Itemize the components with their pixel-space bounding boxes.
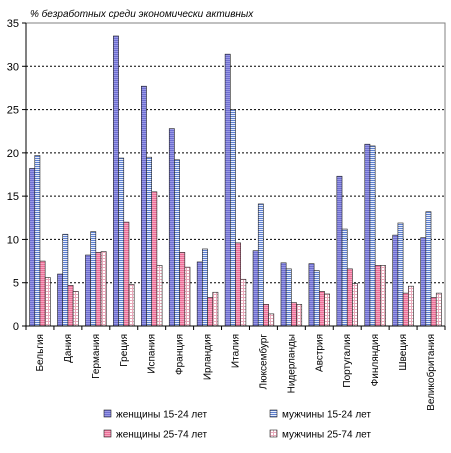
bar-мужчины-25-74-лет-португалия	[352, 283, 358, 327]
legend-label-мужчины-25-74-лет: мужчины 25-74 лет	[282, 430, 371, 441]
x-tick-label: Нидерланды	[286, 334, 297, 393]
bar-женщины-25-74-лет-финляндия	[374, 265, 381, 327]
x-tick-label: Ирландия	[203, 334, 214, 380]
bar-мужчины-25-74-лет-швеция	[407, 285, 414, 327]
y-tick-label: 10	[7, 234, 19, 246]
bar-мужчины-25-74-лет-люксембург	[268, 313, 275, 327]
bar-женщины-25-74-лет-великобритания	[430, 297, 437, 327]
bar-мужчины-25-74-лет-австрия	[324, 293, 330, 327]
bar-мужчины-15-24-лет-нидерланды	[285, 268, 292, 327]
legend-swatch-мужчины-25-74-лет	[269, 429, 278, 438]
bar-мужчины-25-74-лет-великобритания	[435, 292, 442, 327]
bar-мужчины-25-74-лет-франция	[184, 266, 191, 327]
bar-женщины-15-24-лет-финляндия	[364, 143, 371, 327]
legend-swatch-мужчины-15-24-лет	[269, 409, 278, 418]
x-tick-label: Франция	[175, 334, 186, 375]
bar-женщины-25-74-лет-бельгия	[39, 260, 46, 327]
bar-мужчины-25-74-лет-греция	[128, 284, 135, 327]
bar-женщины-25-74-лет-италия	[235, 242, 241, 327]
bar-женщины-15-24-лет-ирландия	[196, 261, 203, 327]
bar-женщины-15-24-лет-швеция	[392, 234, 399, 327]
bar-женщины-15-24-лет-бельгия	[29, 168, 36, 327]
bar-мужчины-25-74-лет-бельгия	[44, 277, 51, 327]
bar-женщины-25-74-лет-ирландия	[207, 297, 214, 327]
bar-женщины-15-24-лет-греция	[113, 35, 119, 327]
bar-женщины-25-74-лет-португалия	[346, 268, 353, 327]
legend-swatch-женщины-25-74-лет	[103, 429, 112, 438]
bar-женщины-15-24-лет-португалия	[336, 175, 343, 327]
bar-мужчины-15-24-лет-швеция	[397, 222, 404, 327]
bar-мужчины-25-74-лет-испания	[156, 265, 163, 327]
bar-женщины-25-74-лет-нидерланды	[291, 302, 297, 327]
bar-женщины-25-74-лет-греция	[123, 221, 130, 327]
y-tick-label: 35	[7, 18, 19, 30]
x-tick-label: Греция	[119, 334, 130, 367]
bar-женщины-15-24-лет-австрия	[308, 263, 315, 327]
bar-женщины-25-74-лет-люксембург	[263, 304, 269, 327]
bar-мужчины-15-24-лет-люксембург	[257, 203, 264, 327]
y-tick-label: 30	[7, 61, 19, 73]
legend-label-женщины-15-24-лет: женщины 15-24 лет	[116, 410, 207, 421]
x-tick-label: Португалия	[342, 334, 353, 388]
bar-женщины-25-74-лет-германия	[95, 252, 102, 327]
bar-мужчины-15-24-лет-великобритания	[425, 211, 432, 327]
legend-swatch-женщины-15-24-лет	[103, 409, 112, 418]
bar-мужчины-15-24-лет-бельгия	[34, 155, 41, 327]
bar-мужчины-15-24-лет-испания	[146, 156, 152, 327]
bar-женщины-15-24-лет-великобритания	[420, 237, 427, 327]
bar-женщины-15-24-лет-дания	[57, 273, 63, 327]
bar-мужчины-15-24-лет-греция	[118, 157, 125, 327]
y-tick-label: 15	[7, 191, 19, 203]
x-tick-label: Италия	[231, 334, 242, 368]
bar-мужчины-25-74-лет-финляндия	[380, 265, 386, 327]
bar-мужчины-15-24-лет-италия	[230, 109, 236, 327]
bar-мужчины-25-74-лет-германия	[100, 251, 107, 327]
y-tick-label: 20	[7, 148, 19, 160]
bar-женщины-15-24-лет-франция	[168, 128, 175, 327]
bar-мужчины-15-24-лет-финляндия	[369, 145, 376, 327]
legend-label-женщины-25-74-лет: женщины 25-74 лет	[116, 430, 207, 441]
bar-женщины-25-74-лет-франция	[179, 252, 186, 327]
bar-мужчины-25-74-лет-дания	[72, 291, 79, 327]
bar-мужчины-15-24-лет-австрия	[313, 270, 320, 327]
x-tick-label: Бельгия	[35, 334, 46, 372]
bar-мужчины-25-74-лет-ирландия	[212, 291, 219, 327]
bar-женщины-15-24-лет-италия	[224, 53, 231, 327]
bar-женщины-15-24-лет-германия	[85, 254, 91, 327]
bar-мужчины-15-24-лет-дания	[62, 233, 69, 327]
bar-мужчины-25-74-лет-италия	[240, 278, 247, 327]
x-tick-label: Финляндия	[370, 334, 381, 386]
bar-женщины-25-74-лет-австрия	[318, 291, 325, 327]
label-layer: 0 5 10 15 20 25 30 35 Бельгия Дания Германия Греция…	[7, 18, 437, 411]
bar-женщины-25-74-лет-дания	[67, 285, 74, 327]
y-tick-label: 0	[13, 321, 19, 333]
x-tick-label: Австрия	[314, 334, 325, 372]
bar-мужчины-25-74-лет-нидерланды	[296, 304, 303, 327]
legend: женщины 15-24 лет мужчины 15-24 лет женщин…	[103, 409, 371, 441]
bar-женщины-15-24-лет-нидерланды	[280, 262, 287, 327]
x-tick-label: Люксембург	[257, 334, 269, 390]
axis-layer	[22, 22, 446, 330]
chart-title: % безработных среди экономически активны…	[30, 8, 254, 20]
bar-женщины-25-74-лет-швеция	[402, 292, 409, 327]
x-tick-label: Испания	[147, 334, 158, 374]
bar-женщины-15-24-лет-люксембург	[252, 250, 259, 327]
bar-мужчины-15-24-лет-франция	[174, 159, 180, 327]
x-tick-label: Дания	[63, 334, 74, 363]
bar-мужчины-15-24-лет-германия	[90, 231, 97, 327]
bar-женщины-15-24-лет-испания	[141, 85, 147, 327]
x-tick-label: Швеция	[398, 334, 409, 371]
x-tick-label: Великобритания	[425, 334, 437, 411]
y-tick-label: 5	[13, 278, 19, 290]
bar-мужчины-15-24-лет-португалия	[341, 228, 348, 327]
x-tick-label: Германия	[91, 334, 102, 379]
bar-мужчины-15-24-лет-ирландия	[202, 248, 208, 327]
bar-layer	[29, 35, 442, 327]
legend-label-мужчины-15-24-лет: мужчины 15-24 лет	[282, 410, 371, 421]
y-tick-label: 25	[7, 105, 19, 117]
bar-женщины-25-74-лет-испания	[151, 191, 158, 327]
